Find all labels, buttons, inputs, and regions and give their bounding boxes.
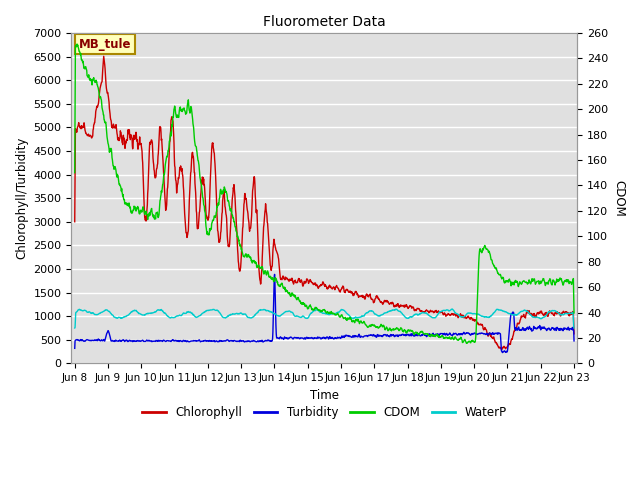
Y-axis label: Chlorophyll/Turbidity: Chlorophyll/Turbidity	[15, 137, 28, 259]
Legend: Chlorophyll, Turbidity, CDOM, WaterP: Chlorophyll, Turbidity, CDOM, WaterP	[137, 401, 511, 423]
Title: Fluorometer Data: Fluorometer Data	[263, 15, 386, 29]
Y-axis label: CDOM: CDOM	[612, 180, 625, 216]
Text: MB_tule: MB_tule	[79, 38, 131, 51]
X-axis label: Time: Time	[310, 389, 339, 402]
